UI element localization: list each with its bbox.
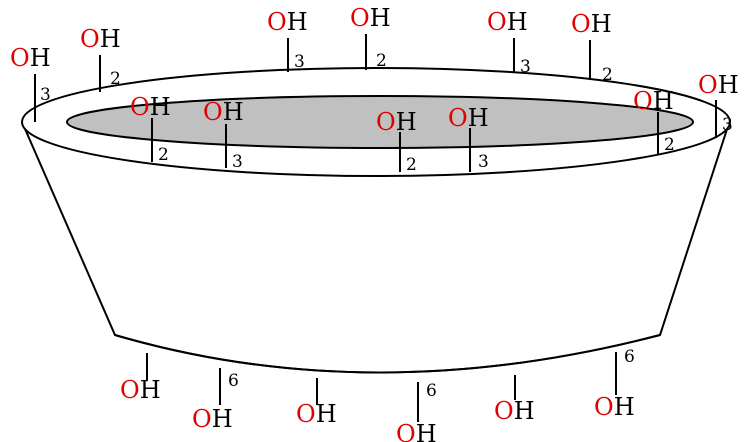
oxygen-atom: O	[571, 10, 591, 38]
oxygen-atom: O	[633, 87, 653, 115]
oxygen-atom: O	[494, 397, 514, 425]
outer-hydroxyl-position-number: 3	[520, 57, 531, 77]
base-hydroxyl-4: OH	[396, 420, 437, 442]
oxygen-atom: O	[80, 25, 100, 53]
outer-hydroxyl-position-number: 3	[40, 85, 51, 105]
oxygen-atom: O	[396, 420, 416, 442]
inner-hydroxyl-1: OH	[130, 93, 171, 121]
outer-hydroxyl-7: OH	[698, 71, 739, 99]
cavity-opening	[66, 95, 694, 149]
hydrogen-atom: H	[212, 405, 233, 433]
outer-hydroxyl-position-number: 3	[294, 52, 305, 72]
base-hydroxyl-6: OH	[594, 393, 635, 421]
outer-hydroxyl-position-number: 2	[602, 65, 613, 85]
base-hydroxyl-position-number: 6	[426, 381, 437, 401]
hydrogen-atom: H	[514, 397, 535, 425]
hydrogen-atom: H	[150, 93, 171, 121]
oxygen-atom: O	[350, 4, 370, 32]
hydrogen-atom: H	[316, 400, 337, 428]
hydrogen-atom: H	[614, 393, 635, 421]
inner-hydroxyl-position-number: 2	[406, 155, 417, 175]
hydrogen-atom: H	[507, 8, 528, 36]
outer-hydroxyl-position-number: 2	[110, 69, 121, 89]
outer-hydroxyl-6: OH	[571, 10, 612, 38]
hydrogen-atom: H	[416, 420, 437, 442]
outer-hydroxyl-4: OH	[350, 4, 391, 32]
inner-hydroxyl-4: OH	[448, 104, 489, 132]
inner-hydroxyl-position-number: 2	[664, 135, 675, 155]
outer-hydroxyl-3: OH	[267, 8, 308, 36]
oxygen-atom: O	[376, 108, 396, 136]
hydrogen-atom: H	[223, 98, 244, 126]
oxygen-atom: O	[487, 8, 507, 36]
base-hydroxyl-3: OH	[296, 400, 337, 428]
oxygen-atom: O	[698, 71, 718, 99]
hydrogen-atom: H	[100, 25, 121, 53]
outer-hydroxyl-1: OH	[10, 44, 51, 72]
oxygen-atom: O	[296, 400, 316, 428]
base-hydroxyl-5: OH	[494, 397, 535, 425]
base-hydroxyl-1: OH	[120, 376, 161, 404]
inner-hydroxyl-position-number: 3	[232, 152, 243, 172]
oxygen-atom: O	[448, 104, 468, 132]
cone-bottom-edge	[114, 334, 661, 374]
oxygen-atom: O	[192, 405, 212, 433]
inner-hydroxyl-5: OH	[633, 87, 674, 115]
hydrogen-atom: H	[396, 108, 417, 136]
base-hydroxyl-2: OH	[192, 405, 233, 433]
oxygen-atom: O	[120, 376, 140, 404]
oxygen-atom: O	[203, 98, 223, 126]
outer-hydroxyl-position-number: 2	[376, 51, 387, 71]
outer-hydroxyl-2: OH	[80, 25, 121, 53]
inner-hydroxyl-2: OH	[203, 98, 244, 126]
oxygen-atom: O	[267, 8, 287, 36]
oxygen-atom: O	[130, 93, 150, 121]
inner-hydroxyl-position-number: 3	[478, 152, 489, 172]
outer-hydroxyl-5: OH	[487, 8, 528, 36]
base-hydroxyl-position-number: 6	[228, 371, 239, 391]
outer-hydroxyl-position-number: 3	[722, 115, 733, 135]
oxygen-atom: O	[10, 44, 30, 72]
hydrogen-atom: H	[718, 71, 739, 99]
hydrogen-atom: H	[468, 104, 489, 132]
hydrogen-atom: H	[653, 87, 674, 115]
base-hydroxyl-position-number: 6	[624, 347, 635, 367]
inner-hydroxyl-3: OH	[376, 108, 417, 136]
hydrogen-atom: H	[140, 376, 161, 404]
oxygen-atom: O	[594, 393, 614, 421]
hydrogen-atom: H	[287, 8, 308, 36]
hydrogen-atom: H	[591, 10, 612, 38]
hydrogen-atom: H	[30, 44, 51, 72]
hydrogen-atom: H	[370, 4, 391, 32]
inner-hydroxyl-position-number: 2	[158, 145, 169, 165]
